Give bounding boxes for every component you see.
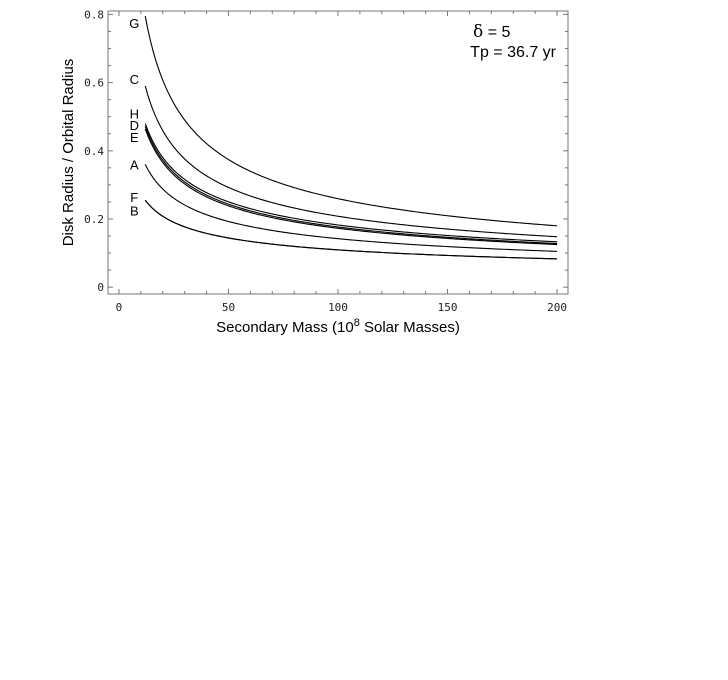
series-label-b: B bbox=[130, 203, 139, 218]
period-annotation: Tp = 36.7 yr bbox=[470, 44, 556, 61]
series-line-d bbox=[144, 126, 558, 245]
y-tick-label: 0 bbox=[97, 281, 104, 294]
series-line-e bbox=[144, 128, 558, 246]
series-line-a bbox=[144, 164, 558, 252]
x-tick-label: 200 bbox=[547, 301, 567, 314]
y-tick-label: 0.6 bbox=[84, 77, 104, 90]
curves bbox=[144, 16, 558, 260]
series-label-d: D bbox=[130, 118, 139, 133]
x-axis-label-exponent: 8 bbox=[354, 317, 360, 329]
series-label-e: E bbox=[130, 130, 139, 145]
series-label-c: C bbox=[130, 72, 139, 87]
x-axis-label-part-2: Solar Masses) bbox=[360, 319, 460, 336]
y-tick-label: 0.8 bbox=[84, 8, 104, 21]
series-line-g bbox=[144, 16, 558, 227]
series-label-f: F bbox=[130, 190, 138, 205]
delta-symbol: δ bbox=[473, 22, 483, 42]
tick-labels: 0 50 100 150 200 0 0.2 0.4 0.6 0.8 bbox=[84, 8, 567, 314]
delta-value: = 5 bbox=[483, 24, 510, 41]
series-line-h bbox=[144, 123, 558, 243]
y-tick-label: 0.2 bbox=[84, 213, 104, 226]
series-label-g: G bbox=[129, 16, 139, 31]
y-tick-label: 0.4 bbox=[84, 145, 104, 158]
y-axis-label: Disk Radius / Orbital Radius bbox=[60, 59, 77, 247]
x-axis-label-part-1: Secondary Mass (10 bbox=[216, 319, 354, 336]
series-label-h: H bbox=[130, 106, 139, 121]
x-tick-label: 100 bbox=[328, 301, 348, 314]
x-tick-label: 50 bbox=[222, 301, 235, 314]
series-line-c bbox=[144, 85, 558, 238]
axes-ticks bbox=[108, 11, 568, 294]
delta-annotation: δ = 5 bbox=[473, 22, 510, 42]
series-label-a: A bbox=[130, 157, 139, 172]
x-tick-label: 0 bbox=[116, 301, 123, 314]
x-tick-label: 150 bbox=[438, 301, 458, 314]
x-axis-label: Secondary Mass (108 Solar Masses) bbox=[216, 317, 460, 336]
series-line-b bbox=[144, 199, 558, 260]
